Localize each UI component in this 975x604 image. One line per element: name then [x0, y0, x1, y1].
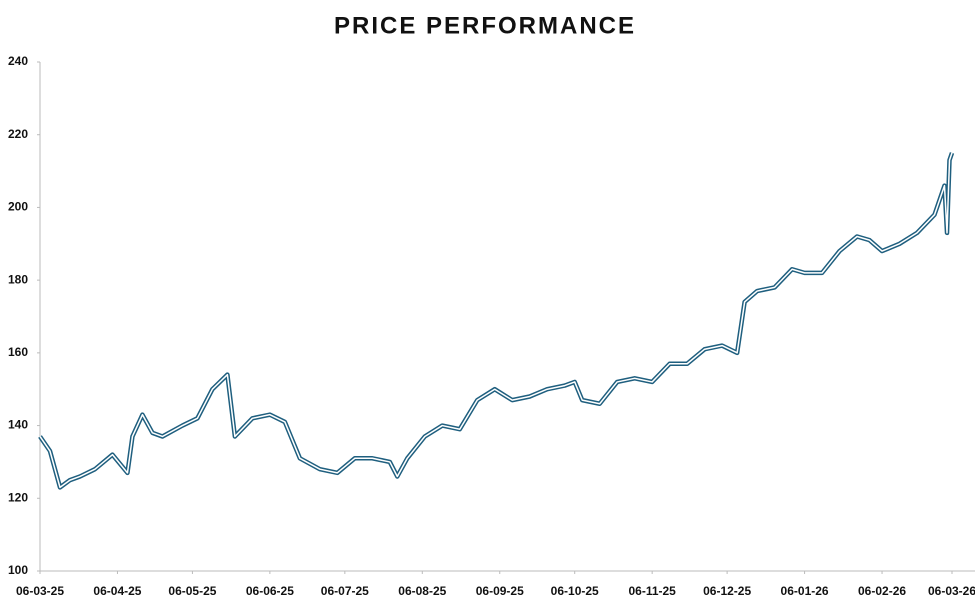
- x-tick-label: 06-02-26: [858, 584, 906, 598]
- x-tick-label: 06-06-25: [246, 584, 294, 598]
- y-tick-label: 100: [8, 563, 28, 577]
- x-tick-label: 06-04-25: [93, 584, 141, 598]
- y-tick-label: 240: [8, 54, 28, 68]
- price-line: [38, 152, 955, 490]
- x-tick-label: 06-07-25: [321, 584, 369, 598]
- x-tick-label: 06-09-25: [476, 584, 524, 598]
- price-line-inner: [39, 152, 953, 489]
- x-tick-label: 06-10-25: [551, 584, 599, 598]
- x-tick-label: 06-03-26: [928, 584, 975, 598]
- x-tick-label: 06-05-25: [168, 584, 216, 598]
- x-tick-label: 06-01-26: [781, 584, 829, 598]
- y-tick-label: 160: [8, 345, 28, 359]
- x-tick-label: 06-11-25: [628, 584, 676, 598]
- x-tick-label: 06-08-25: [398, 584, 446, 598]
- x-tick-label: 06-03-25: [16, 584, 64, 598]
- y-tick-label: 140: [8, 418, 28, 432]
- y-tick-label: 220: [8, 127, 28, 141]
- y-tick-label: 180: [8, 272, 28, 286]
- y-tick-label: 120: [8, 490, 28, 504]
- x-tick-label: 06-12-25: [703, 584, 751, 598]
- chart-title: PRICE PERFORMANCE: [334, 12, 636, 39]
- y-tick-label: 200: [8, 200, 28, 214]
